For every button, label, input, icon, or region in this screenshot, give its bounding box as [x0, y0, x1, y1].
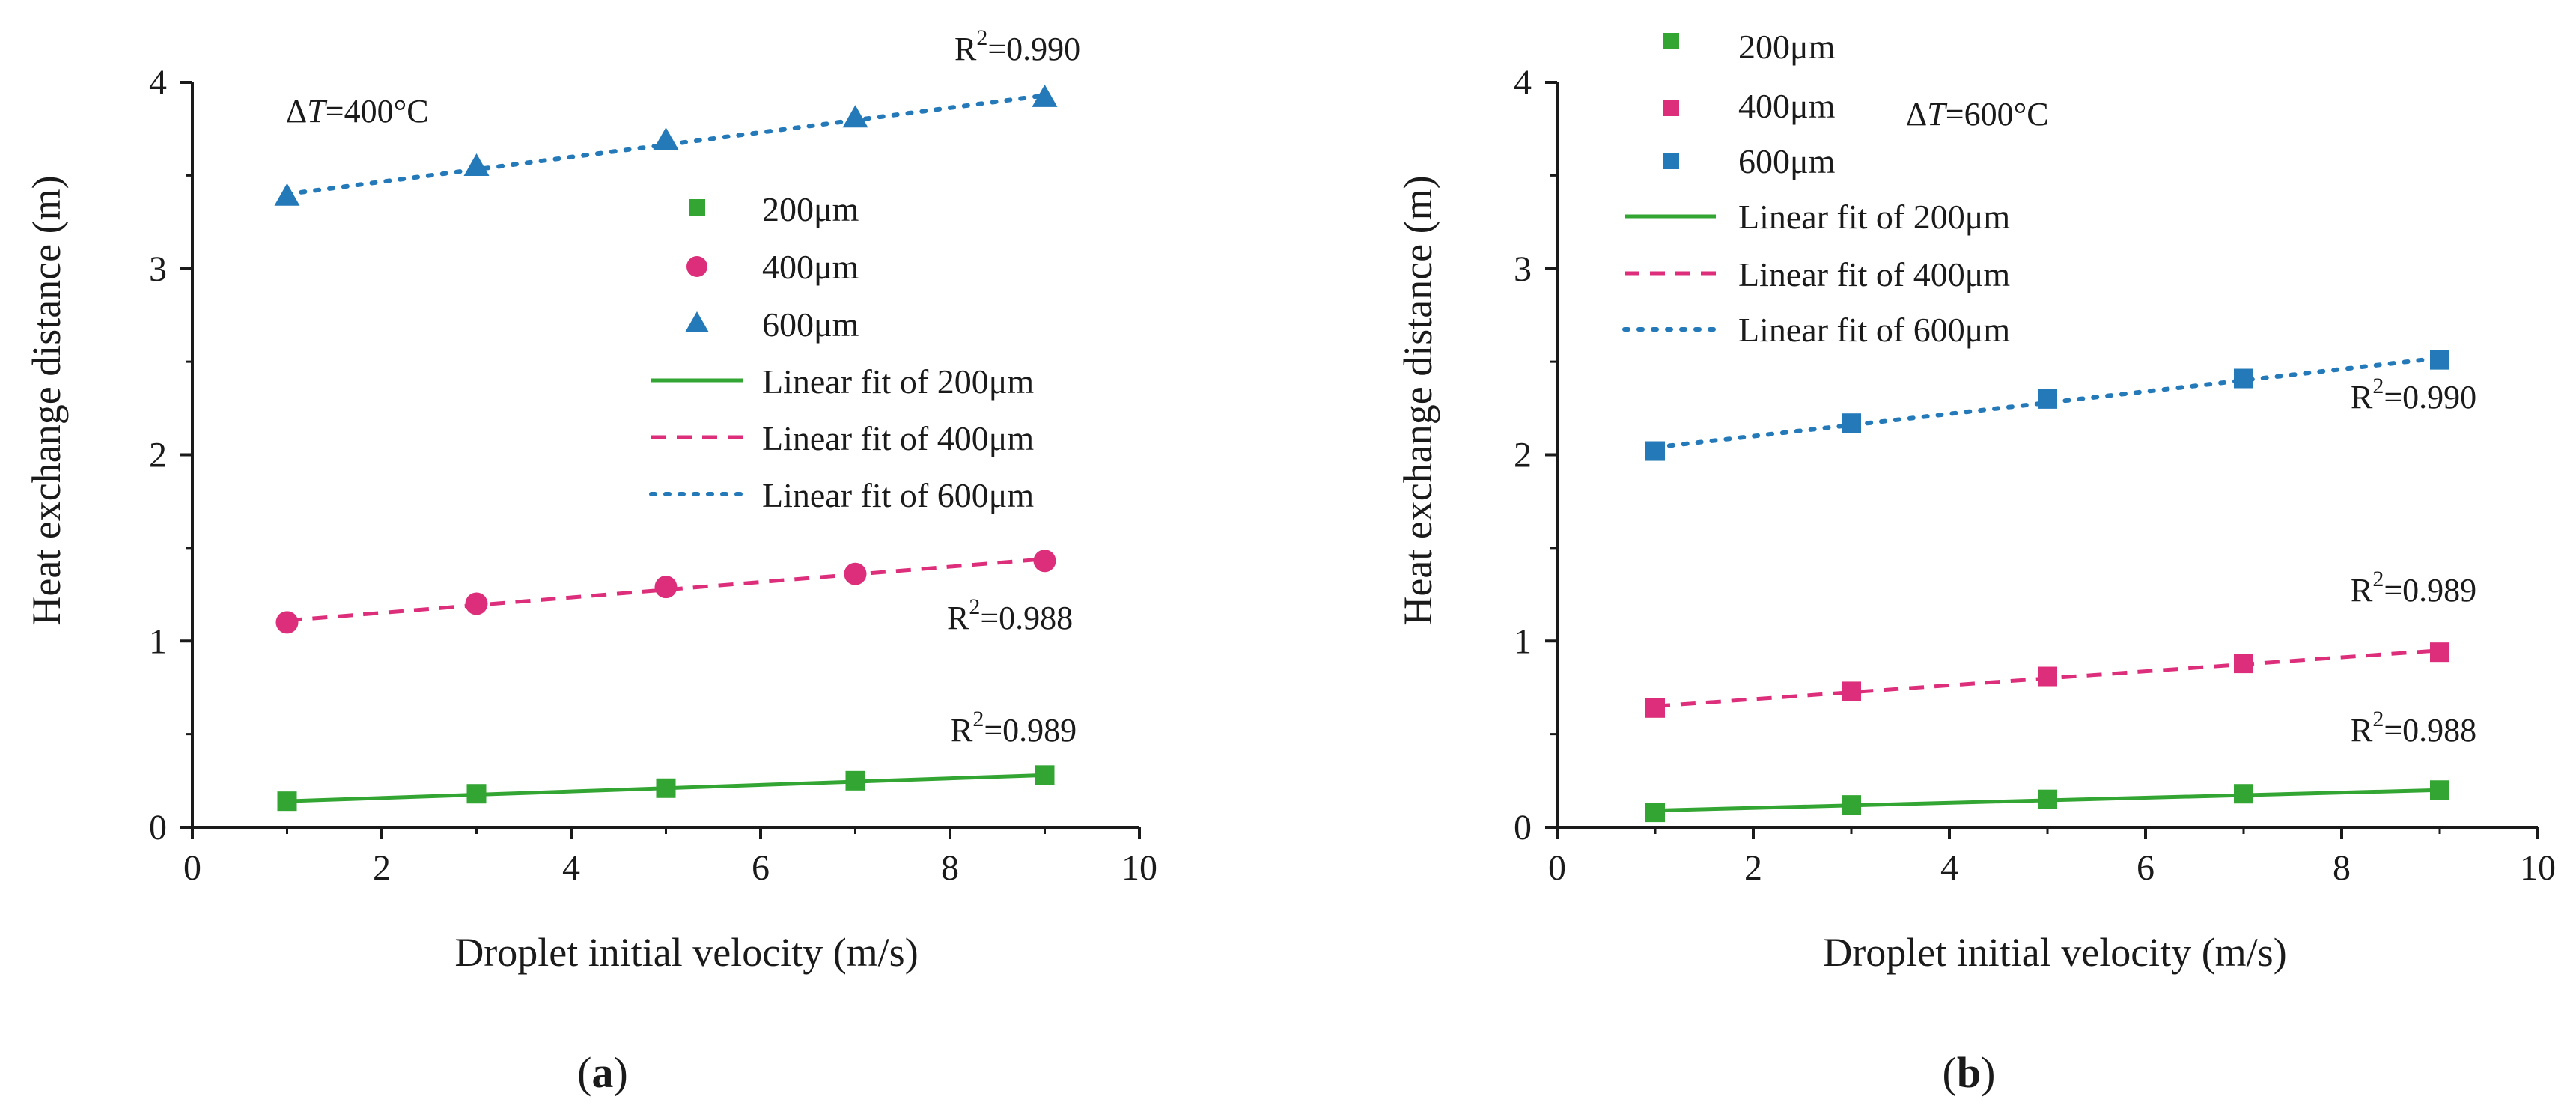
panel-a-point-400 — [844, 562, 867, 585]
panel-b-legend: 200μm 400μm 600μm Linear fit of 200μm Li… — [1622, 28, 2010, 349]
panel-b-legend-label-600: 600μm — [1738, 142, 1836, 180]
panel-a-y-tick-label: 3 — [149, 249, 167, 289]
panel-b-legend-marker-400 — [1663, 100, 1679, 116]
panel-a-axes: 0 2 4 6 8 10 0 1 2 3 4 — [149, 63, 1157, 888]
panel-a-legend-fit-label-200: Linear fit of 200μm — [762, 362, 1034, 401]
panel-b-point-400 — [2234, 654, 2253, 674]
panel-b-legend-label-200: 200μm — [1738, 28, 1836, 66]
panel-b-x-tick-label: 4 — [1940, 848, 1958, 888]
panel-a-point-200 — [466, 784, 487, 804]
panel-b-y-tick-label: 3 — [1514, 249, 1532, 289]
panel-b-x-tick-label: 8 — [2333, 848, 2351, 888]
panel-b-fit-line-600 — [1653, 356, 2442, 450]
panel-b-point-400 — [1645, 698, 1665, 718]
panel-a-point-400 — [465, 592, 488, 615]
panel-a-legend-marker-600 — [685, 311, 709, 332]
panel-a-plot-area — [274, 84, 1058, 812]
panel-a-point-400 — [654, 576, 678, 599]
panel-a-r2-200: R2=0.989 — [951, 707, 1077, 749]
panel-a-x-tick-label: 4 — [562, 848, 580, 888]
panel-b-point-200 — [1842, 795, 1861, 815]
panel-b-xlabel: Droplet initial velocity (m/s) — [1823, 930, 2286, 975]
panel-b-point-400 — [2430, 642, 2449, 663]
panel-a-point-400 — [275, 611, 299, 634]
panel-a-legend-marker-200 — [689, 199, 705, 216]
panel-b-point-200 — [1645, 803, 1665, 823]
panel-a-xlabel: Droplet initial velocity (m/s) — [454, 930, 918, 975]
panel-a-y-axis-title: Heat exchange distance (m) — [24, 175, 69, 625]
panel-b-y-tick-label: 4 — [1514, 63, 1532, 103]
panel-a-delta-t-annotation: ΔT=400°C — [286, 93, 429, 130]
panel-b-legend-marker-200 — [1663, 33, 1679, 49]
panel-a-y-tick-label: 2 — [149, 436, 167, 475]
panel-a-legend-fit-label-600: Linear fit of 600μm — [762, 476, 1034, 514]
panel-a-ylabel: Heat exchange distance (m) — [24, 175, 69, 625]
panel-b-legend-label-400: 400μm — [1738, 87, 1836, 125]
panel-a-x-tick-label: 10 — [1121, 848, 1157, 888]
panel-a-point-200 — [277, 791, 297, 812]
panel-a-caption: (a) — [577, 1048, 628, 1097]
panel-b-point-200 — [2234, 784, 2253, 804]
panel-a-point-600 — [1032, 84, 1058, 107]
panel-a-legend-marker-400 — [686, 256, 707, 277]
panel-a-x-tick-label: 0 — [183, 848, 201, 888]
panel-a-x-tick-label: 8 — [941, 848, 959, 888]
panel-a-point-600 — [653, 127, 679, 150]
panel-b-point-600 — [2038, 389, 2057, 409]
panel-a-point-400 — [1033, 550, 1056, 573]
panel-b-r2-600: R2=0.990 — [2351, 374, 2476, 415]
panel-a: Heat exchange distance (m) Droplet initi… — [24, 25, 1157, 1097]
panel-b: Heat exchange distance (m) Droplet initi… — [1395, 28, 2556, 1097]
panel-a-legend-label-400: 400μm — [762, 248, 859, 286]
panel-b-x-tick-label: 6 — [2137, 848, 2155, 888]
panel-a-x-tick-label: 2 — [373, 848, 391, 888]
panel-b-x-tick-label: 0 — [1548, 848, 1566, 888]
panel-b-point-200 — [2430, 780, 2449, 800]
panel-b-point-400 — [1842, 681, 1861, 701]
panel-a-legend: 200μm 400μm 600μm Linear fit of 200μm Li… — [649, 190, 1034, 514]
panel-a-legend-label-200: 200μm — [762, 190, 859, 228]
panel-b-x-tick-label: 2 — [1744, 848, 1762, 888]
panel-a-legend-label-600: 600μm — [762, 305, 859, 344]
panel-b-axes: 0 2 4 6 8 10 0 1 2 3 4 — [1514, 63, 2556, 888]
panel-a-r2-400: R2=0.988 — [947, 594, 1073, 636]
panel-b-y-tick-label: 2 — [1514, 436, 1532, 475]
panel-b-point-400 — [2038, 666, 2057, 687]
panel-b-legend-fit-label-600: Linear fit of 600μm — [1738, 311, 2010, 349]
panel-b-ylabel: Heat exchange distance (m) — [1395, 175, 1440, 625]
panel-a-y-tick-label: 0 — [149, 808, 167, 847]
panel-b-x-tick-label: 10 — [2520, 848, 2556, 888]
panel-a-point-200 — [656, 778, 676, 798]
panel-b-y-tick-label: 0 — [1514, 808, 1532, 847]
panel-a-point-200 — [1035, 765, 1055, 785]
panel-a-point-600 — [463, 153, 490, 176]
panel-b-legend-marker-600 — [1663, 153, 1679, 169]
panel-a-y-tick-label: 4 — [149, 63, 167, 103]
panel-b-legend-fit-label-200: Linear fit of 200μm — [1738, 198, 2010, 236]
panel-b-r2-400: R2=0.989 — [2351, 567, 2476, 609]
panel-a-legend-fit-label-400: Linear fit of 400μm — [762, 419, 1034, 457]
panel-a-r2-600: R2=0.990 — [954, 25, 1080, 67]
panel-b-legend-fit-label-400: Linear fit of 400μm — [1738, 255, 2010, 293]
panel-b-point-600 — [1645, 441, 1665, 461]
panel-b-point-600 — [2234, 368, 2253, 389]
panel-b-r2-200: R2=0.988 — [2351, 707, 2476, 749]
panel-a-point-200 — [845, 770, 865, 791]
panel-b-y-tick-label: 1 — [1514, 621, 1532, 661]
panel-b-y-axis-title: Heat exchange distance (m) — [1395, 175, 1440, 625]
panel-a-y-tick-label: 1 — [149, 621, 167, 661]
panel-a-point-600 — [842, 105, 868, 128]
panel-b-plot-area — [1645, 350, 2449, 823]
panel-b-caption: (b) — [1943, 1048, 1996, 1097]
panel-b-point-600 — [2430, 350, 2449, 370]
panel-a-point-600 — [274, 183, 300, 206]
panel-b-delta-t-annotation: ΔT=600°C — [1906, 96, 2049, 133]
panel-b-point-600 — [1842, 413, 1861, 433]
panel-b-point-200 — [2038, 789, 2057, 809]
panel-a-x-tick-label: 6 — [752, 848, 770, 888]
